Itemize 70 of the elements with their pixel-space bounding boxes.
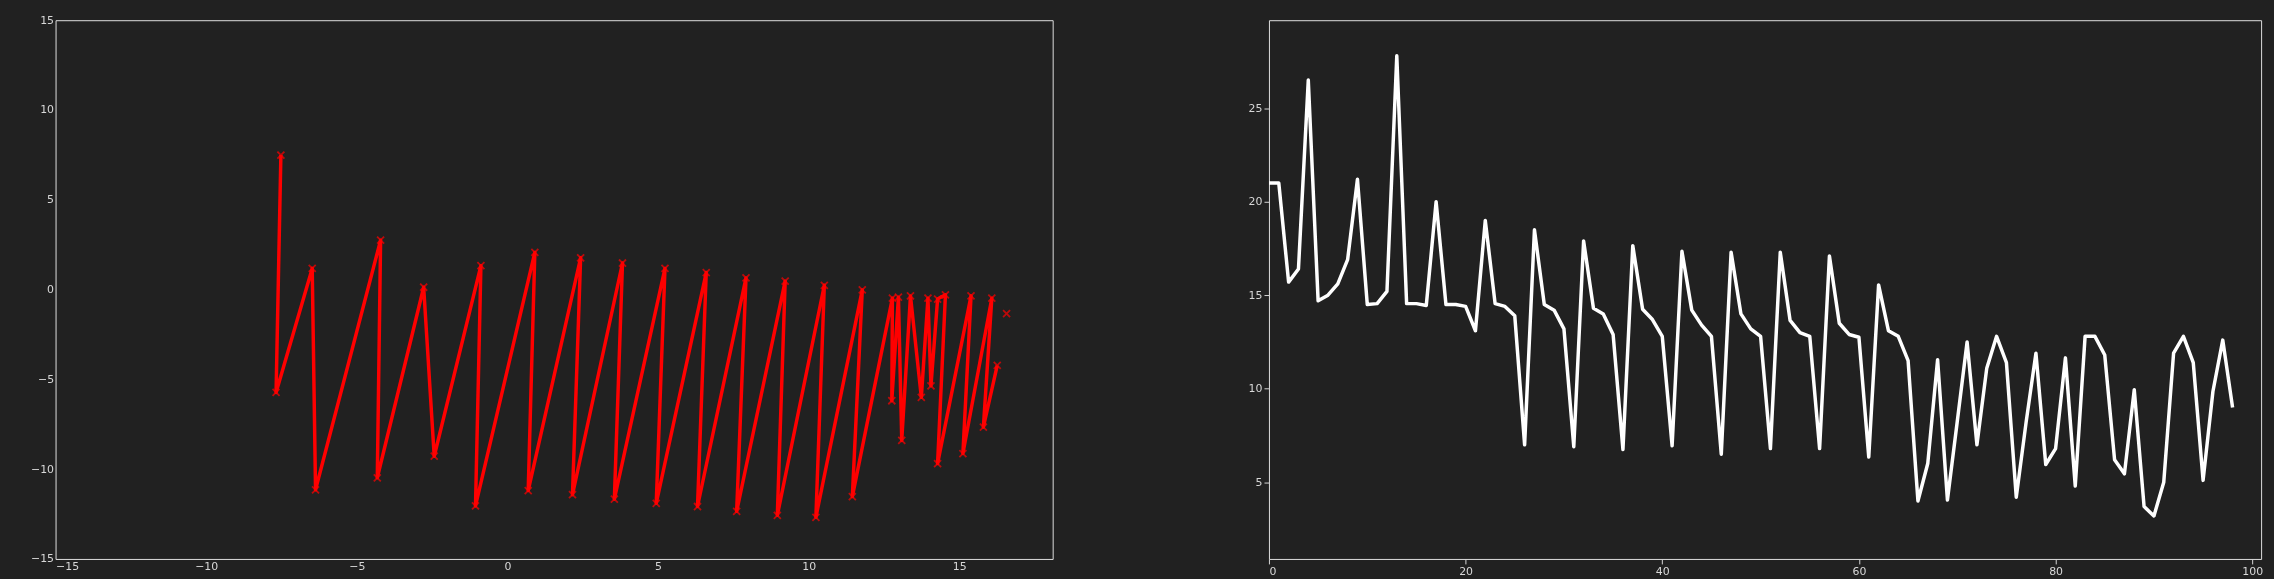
point <box>372 473 382 483</box>
point <box>926 381 936 391</box>
point <box>958 449 968 458</box>
x-tick-label: 40 <box>1655 565 1670 579</box>
line-series <box>1268 54 2235 518</box>
point <box>992 360 1002 370</box>
point <box>916 392 926 402</box>
y-tick-label: 10 <box>1248 382 1263 396</box>
y-tick-label: 15 <box>40 13 55 27</box>
x-tick-label: −5 <box>349 560 366 574</box>
point <box>1002 309 1011 319</box>
y-tick-label: 5 <box>1255 475 1263 489</box>
point <box>276 150 286 160</box>
x-tick-label: 15 <box>952 560 967 574</box>
point <box>471 501 480 511</box>
x-tick-label: 5 <box>655 560 663 574</box>
point <box>933 459 942 468</box>
point <box>772 510 782 520</box>
y-tick-label: 20 <box>1248 195 1263 209</box>
point <box>476 261 486 271</box>
point <box>847 492 857 502</box>
x-tick-label: 0 <box>504 560 512 574</box>
y-tick-label: 5 <box>47 193 55 207</box>
point <box>376 235 386 245</box>
point <box>660 263 670 273</box>
point <box>651 498 661 508</box>
point <box>693 502 702 511</box>
point <box>523 486 533 495</box>
y-tick-label: 0 <box>47 283 55 297</box>
point <box>741 273 751 283</box>
point <box>576 253 586 263</box>
point <box>811 512 821 522</box>
point <box>894 292 903 302</box>
point <box>568 490 577 500</box>
point <box>888 293 897 303</box>
x-tick-label: 10 <box>802 560 817 574</box>
y-tick-label: −5 <box>37 372 55 386</box>
point <box>311 485 320 495</box>
point <box>271 388 281 397</box>
point <box>307 263 317 273</box>
point <box>966 291 976 301</box>
point <box>857 285 867 295</box>
y-tick-label: 10 <box>40 103 55 117</box>
point <box>978 422 988 432</box>
point <box>987 293 997 303</box>
y-tick-label: −10 <box>31 462 55 476</box>
point <box>530 248 540 257</box>
point <box>897 436 907 445</box>
x-tick-label: −10 <box>195 560 219 574</box>
point <box>923 293 933 303</box>
point <box>941 290 950 300</box>
x-tick-label: 80 <box>2049 565 2064 579</box>
x-tick-label: 60 <box>1852 565 1867 579</box>
x-tick-label: −15 <box>56 560 80 574</box>
point <box>819 280 829 290</box>
x-tick-label: 20 <box>1459 565 1474 579</box>
point <box>701 268 711 277</box>
x-tick-label: 100 <box>2242 565 2264 579</box>
point <box>429 451 439 461</box>
x-tick-label: 0 <box>1269 565 1277 579</box>
point <box>732 506 742 516</box>
point <box>609 494 619 504</box>
point <box>419 282 429 292</box>
y-tick-label: 25 <box>1248 101 1263 115</box>
point <box>887 396 897 406</box>
point <box>933 294 942 304</box>
y-tick-label: 15 <box>1248 288 1263 302</box>
point <box>906 291 915 301</box>
point <box>780 276 790 286</box>
point <box>618 258 627 268</box>
